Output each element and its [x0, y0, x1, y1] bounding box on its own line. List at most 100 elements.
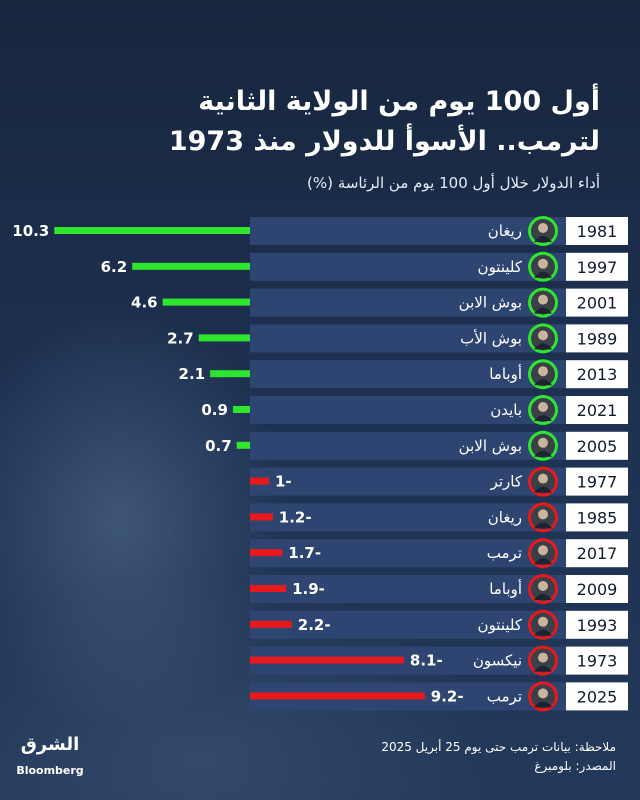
- row-band: [250, 503, 628, 532]
- year-box: [566, 252, 628, 281]
- value-label: 1-: [275, 473, 292, 491]
- source-note: ملاحظة: بيانات ترمب حتى يوم 25 أبريل 202…: [216, 738, 616, 776]
- portrait-suit: [534, 450, 552, 457]
- portrait-suit: [534, 558, 552, 565]
- president-name: بوش الابن: [459, 437, 522, 455]
- year-box: [566, 467, 628, 496]
- year-label: 2005: [577, 437, 618, 456]
- year-box: [566, 575, 628, 603]
- row-band: [250, 360, 628, 389]
- portrait-face: [538, 330, 548, 341]
- portrait-suit: [534, 236, 552, 242]
- bar: [250, 477, 269, 485]
- president-name: كارتر: [490, 473, 523, 491]
- bar: [250, 549, 283, 557]
- page-title: أول 100 يوم من الولاية الثانية لترمب.. ا…: [20, 82, 600, 162]
- portrait-face: [538, 509, 548, 520]
- president-name: كلينتون: [478, 258, 523, 276]
- president-name: ترمب: [487, 687, 522, 705]
- row-band: [250, 288, 628, 317]
- year-box: [566, 646, 628, 675]
- portrait-face: [538, 473, 548, 484]
- portrait-suit: [534, 415, 552, 421]
- portrait-face: [538, 688, 548, 699]
- year-box: [566, 288, 628, 317]
- portrait-face: [538, 366, 548, 377]
- bar: [132, 262, 250, 270]
- row-band: [250, 217, 628, 245]
- year-box: [566, 396, 628, 424]
- row-band: [250, 610, 628, 639]
- bar: [250, 513, 273, 521]
- president-name: بايدن: [490, 401, 522, 419]
- president-name: بوش الابن: [459, 294, 522, 312]
- source-line: المصدر: بلومبرغ: [534, 759, 616, 773]
- year-box: [566, 217, 628, 245]
- value-label: 9.2-: [431, 687, 464, 705]
- row-band: [250, 252, 628, 281]
- portrait-face: [538, 437, 548, 448]
- president-name: أوباما: [489, 364, 522, 383]
- title-line-2: لترمب.. الأسوأ للدولار منذ 1973: [168, 126, 600, 157]
- portrait-suit: [534, 486, 552, 493]
- year-box: [566, 539, 628, 568]
- year-label: 1993: [577, 616, 618, 635]
- bar: [232, 406, 250, 413]
- portrait-face: [538, 616, 548, 627]
- year-label: 2009: [577, 580, 618, 599]
- bar: [198, 334, 250, 342]
- value-label: 0.7: [205, 437, 232, 455]
- bar: [250, 620, 292, 628]
- year-label: 1977: [577, 473, 618, 492]
- portrait-suit: [534, 343, 552, 350]
- year-label: 1997: [577, 258, 618, 277]
- row-band: [250, 575, 628, 603]
- row-band: [250, 396, 628, 424]
- logo-main-text: الشرق: [20, 734, 80, 755]
- value-label: 6.2: [101, 258, 128, 276]
- portrait-face: [538, 545, 548, 556]
- portrait-face: [538, 581, 548, 591]
- year-box: [566, 610, 628, 639]
- year-label: 1985: [577, 508, 618, 527]
- row-band: [250, 324, 628, 353]
- president-name: ريغان: [488, 508, 522, 526]
- value-label: 4.6: [131, 294, 158, 312]
- portrait-suit: [534, 307, 552, 314]
- portrait-face: [538, 402, 548, 412]
- value-label: 2.7: [167, 329, 194, 347]
- value-label: 1.7-: [288, 544, 321, 562]
- year-label: 2017: [577, 544, 618, 563]
- value-label: 2.1: [179, 365, 206, 383]
- year-label: 2013: [577, 365, 618, 384]
- year-box: [566, 682, 628, 711]
- chart-subtitle: أداء الدولار خلال أول 100 يوم من الرئاسة…: [307, 174, 600, 192]
- portrait-face: [538, 652, 548, 663]
- year-label: 1973: [577, 652, 618, 671]
- row-band: [250, 539, 628, 568]
- row-band: [250, 467, 628, 496]
- year-label: 1989: [577, 329, 618, 348]
- value-label: 10.3: [12, 222, 49, 240]
- bar: [250, 656, 404, 664]
- portrait-face: [538, 294, 548, 305]
- portrait-suit: [534, 665, 552, 672]
- year-box: [566, 503, 628, 532]
- year-label: 2021: [577, 401, 618, 420]
- year-box: [566, 324, 628, 353]
- value-label: 0.9: [201, 401, 228, 419]
- value-label: 1.2-: [279, 508, 312, 526]
- year-label: 1981: [577, 222, 618, 241]
- logo-sub-text: Bloomberg: [16, 764, 84, 777]
- portrait-suit: [534, 701, 552, 708]
- portrait-suit: [534, 629, 552, 636]
- president-name: بوش الأب: [460, 328, 522, 347]
- portrait-suit: [534, 379, 552, 386]
- president-name: ريغان: [488, 222, 522, 240]
- portrait-suit: [534, 271, 552, 278]
- year-box: [566, 431, 628, 460]
- president-name: أوباما: [489, 579, 522, 598]
- president-name: كلينتون: [478, 616, 523, 634]
- value-label: 2.2-: [298, 616, 331, 634]
